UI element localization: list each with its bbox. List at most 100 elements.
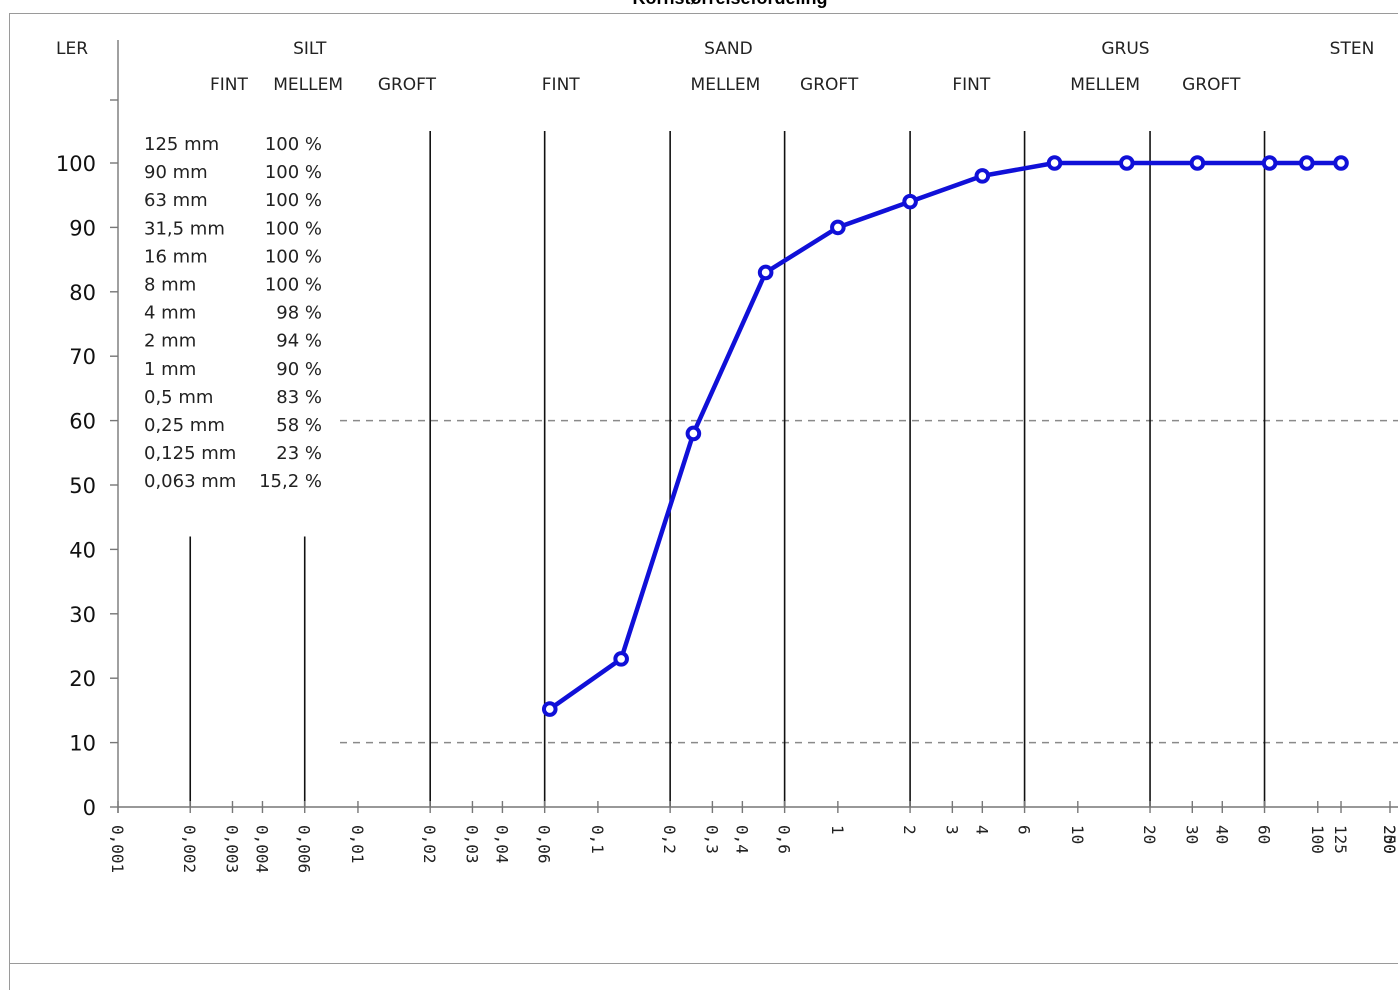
table-percent-cell: 58 % <box>276 415 322 436</box>
x-tick-label: 3 <box>942 825 961 835</box>
x-tick-label: 0,04 <box>492 825 511 864</box>
data-point <box>1118 155 1135 171</box>
x-tick-label: 40 <box>1212 825 1231 844</box>
data-point <box>541 701 558 717</box>
x-tick-label: 200 <box>1380 825 1398 854</box>
sub-class-label: MELLEM <box>691 75 761 95</box>
passing-curve <box>548 160 1342 711</box>
x-tick-label: 0,6 <box>775 825 794 854</box>
table-percent-cell: 90 % <box>276 359 322 380</box>
x-tick-label: 20 <box>1140 825 1159 844</box>
table-size-cell: 1 mm <box>144 359 196 380</box>
main-class-label: LER <box>56 39 88 59</box>
table-percent-cell: 100 % <box>265 190 322 211</box>
data-point <box>1333 155 1349 171</box>
main-class-label: GRUS <box>1101 39 1149 59</box>
y-tick-label: 40 <box>69 538 96 562</box>
table-percent-cell: 23 % <box>276 443 322 464</box>
main-class-label: SAND <box>704 39 753 59</box>
table-size-cell: 90 mm <box>144 162 208 183</box>
data-point <box>1261 155 1278 171</box>
table-size-cell: 4 mm <box>144 303 196 324</box>
table-percent-cell: 100 % <box>265 246 322 267</box>
x-tick-label: 0,3 <box>702 825 721 854</box>
x-tick-label: 0,06 <box>535 825 554 864</box>
y-tick-label: 100 <box>56 152 96 176</box>
table-size-cell: 31,5 mm <box>144 218 225 239</box>
sub-class-label: GROFT <box>378 75 437 95</box>
x-tick-label: 1 <box>828 825 847 835</box>
x-tick-label: 0,4 <box>732 825 751 854</box>
table-size-cell: 0,5 mm <box>144 387 213 408</box>
sub-class-label: MELLEM <box>273 75 343 95</box>
sub-class-label: GROFT <box>800 75 859 95</box>
x-tick-label: 6 <box>1015 825 1034 835</box>
x-tick-label: 0,002 <box>180 825 199 873</box>
y-tick-label: 90 <box>69 216 96 240</box>
x-tick-label: 100 <box>1308 825 1327 854</box>
table-percent-cell: 100 % <box>265 275 322 296</box>
x-tick-label: 125 <box>1331 825 1350 854</box>
x-tick-label: 30 <box>1182 825 1201 844</box>
table-size-cell: 125 mm <box>144 134 219 155</box>
grid-lines <box>189 131 1398 807</box>
y-tick-label: 70 <box>69 345 96 369</box>
table-percent-cell: 94 % <box>276 331 322 352</box>
x-tick-label: 0,1 <box>588 825 607 854</box>
sub-class-label: FINT <box>210 75 249 95</box>
axes: 0 10 20 30 40 50 60 70 80 90 100 0,001 0,002 0,003 0,0… <box>56 40 1398 873</box>
table-size-cell: 2 mm <box>144 331 196 352</box>
x-tick-label: 10 <box>1068 825 1087 844</box>
data-point <box>974 168 991 184</box>
y-tick-label: 0 <box>83 796 96 820</box>
table-size-cell: 63 mm <box>144 190 208 211</box>
x-tick-label: 0,001 <box>108 825 127 873</box>
sub-class-label: FINT <box>952 75 991 95</box>
data-point <box>1298 155 1315 171</box>
series-line <box>541 155 1349 717</box>
table-percent-cell: 83 % <box>276 387 322 408</box>
table-percent-cell: 15,2 % <box>259 471 322 492</box>
x-tick-label: 0,006 <box>295 825 314 873</box>
y-tick-label: 20 <box>69 667 96 691</box>
x-tick-label: 60 <box>1255 825 1274 844</box>
x-tick-label: 0,01 <box>348 825 367 864</box>
data-point <box>613 651 629 667</box>
class-labels: LER SILT SAND GRUS STEN FINT MELLEM GROFT FINT ME… <box>56 39 1374 95</box>
sub-class-label: GROFT <box>1182 75 1241 95</box>
x-tick-label: 0,003 <box>222 825 241 873</box>
main-class-label: STEN <box>1330 39 1375 59</box>
data-point <box>830 219 846 236</box>
bottom-bar <box>9 963 1398 990</box>
data-point <box>1189 155 1206 171</box>
data-point <box>1046 155 1063 171</box>
table-size-cell: 0,125 mm <box>144 443 236 464</box>
sieve-table: 125 mm 100 % 90 mm 100 % 63 mm 100 % 31,5 mm 10… <box>144 134 322 492</box>
sub-class-label: MELLEM <box>1070 75 1140 95</box>
x-tick-label: 0,02 <box>420 825 439 864</box>
y-tick-label: 10 <box>69 732 96 756</box>
y-tick-label: 80 <box>69 281 96 305</box>
table-percent-cell: 100 % <box>265 218 322 239</box>
x-tick-label: 2 <box>900 825 919 835</box>
chart-frame <box>9 13 1398 964</box>
main-class-label: SILT <box>293 39 327 59</box>
y-tick-label: 60 <box>69 410 96 434</box>
table-size-cell: 0,063 mm <box>144 471 236 492</box>
x-tick-label: 0,03 <box>462 825 481 864</box>
y-tick-label: 50 <box>69 474 96 498</box>
table-size-cell: 8 mm <box>144 275 196 296</box>
table-size-cell: 16 mm <box>144 246 208 267</box>
table-size-cell: 0,25 mm <box>144 415 225 436</box>
sub-class-label: FINT <box>542 75 581 95</box>
data-point <box>757 264 774 281</box>
y-tick-label: 30 <box>69 603 96 627</box>
data-point <box>685 425 702 442</box>
x-tick-label: 250 <box>1380 825 1398 854</box>
table-percent-cell: 100 % <box>265 134 322 155</box>
x-tick-label: 0,2 <box>660 825 679 854</box>
chart-title: Kornstørrelsefordeling <box>0 0 1398 9</box>
x-tick-label: 0,004 <box>252 825 271 873</box>
x-tick-label: 4 <box>972 825 991 835</box>
